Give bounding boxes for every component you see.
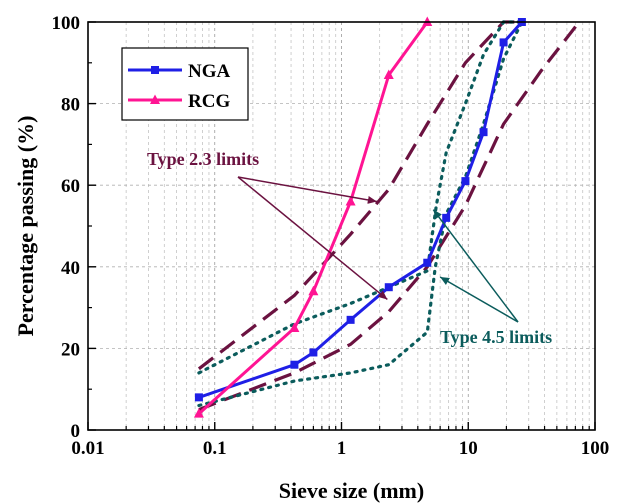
y-tick-label: 40 — [61, 258, 80, 279]
annotation-arrow — [432, 209, 519, 323]
legend-marker — [151, 66, 159, 74]
data-point — [461, 177, 470, 186]
legend-label: RCG — [188, 91, 230, 112]
y-tick-label: 80 — [61, 95, 80, 116]
legend-box — [121, 47, 249, 121]
y-axis-title: Percentage passing (%) — [13, 116, 38, 337]
data-point — [290, 360, 299, 369]
legend-label: NGA — [188, 61, 231, 82]
data-point — [309, 348, 318, 357]
x-axis-title: Sieve size (mm) — [279, 478, 424, 503]
data-point — [499, 38, 508, 47]
x-tick-label: 100 — [581, 438, 610, 459]
x-tick-label: 0.01 — [71, 438, 104, 459]
legend-marker — [150, 94, 160, 104]
data-point — [479, 128, 488, 137]
x-tick-label: 0.1 — [203, 438, 227, 459]
limit-curve-lower — [197, 20, 524, 408]
y-tick-label: 0 — [71, 421, 81, 442]
series-line-rcg — [197, 21, 429, 415]
data-point — [308, 285, 319, 296]
plot-area — [193, 16, 581, 418]
annotation-label: Type 2.3 limits — [147, 149, 259, 169]
data-point — [384, 283, 393, 292]
y-tick-label: 100 — [52, 13, 81, 34]
x-tick-label: 10 — [459, 438, 478, 459]
y-tick-label: 60 — [61, 176, 80, 197]
data-point — [346, 315, 355, 324]
data-point — [442, 213, 451, 222]
data-point — [193, 408, 204, 418]
limit-curve-lower — [198, 21, 581, 412]
x-tick-label: 1 — [337, 438, 347, 459]
data-point — [423, 258, 432, 267]
annotation-arrow — [237, 176, 388, 301]
annotation-arrow — [237, 176, 377, 204]
data-point — [289, 322, 300, 332]
annotation-arrow — [439, 276, 519, 323]
legend: NGA RCG — [121, 47, 249, 121]
data-point — [345, 196, 356, 206]
annotations: Type 2.3 limits Type 4.5 limits — [147, 149, 552, 347]
limit-curve-upper — [197, 20, 524, 375]
data-point — [194, 393, 203, 402]
annotation-label: Type 4.5 limits — [440, 327, 552, 347]
y-tick-label: 20 — [61, 339, 80, 360]
limit-curve-upper — [197, 20, 522, 371]
axes: 0.01 0.1 1 10 100 0 20 40 60 80 100 Sieve size (mm)… — [13, 13, 609, 503]
data-point — [383, 69, 394, 80]
